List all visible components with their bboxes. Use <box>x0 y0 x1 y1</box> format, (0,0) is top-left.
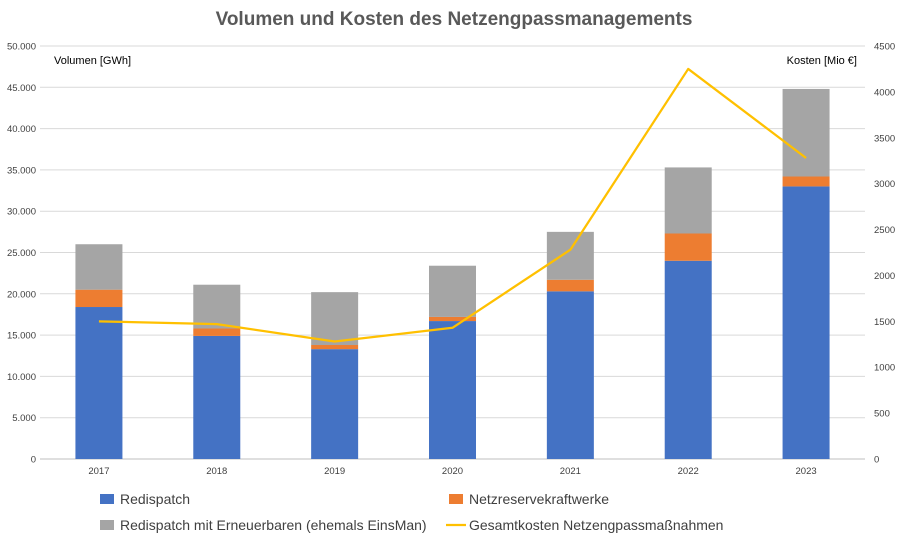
bar-segment <box>547 232 594 280</box>
y-left-tick-label: 20.000 <box>7 289 36 300</box>
y-left-tick-label: 50.000 <box>7 42 36 53</box>
x-tick-label: 2018 <box>206 466 227 477</box>
bar-segment <box>75 244 122 289</box>
y-right-tick-label: 3000 <box>874 179 895 190</box>
y-right-tick-label: 1000 <box>874 363 895 374</box>
y-right-tick-label: 1500 <box>874 317 895 328</box>
legend-label: Redispatch mit Erneuerbaren (ehemals Ein… <box>120 517 427 533</box>
bar-segment <box>783 186 830 459</box>
x-tick-label: 2019 <box>324 466 345 477</box>
y-right-axis-label: Kosten [Mio €] <box>787 55 857 67</box>
legend-swatch <box>100 494 114 504</box>
bar-segment <box>665 167 712 233</box>
legend-label: Redispatch <box>120 491 190 507</box>
legend-swatch <box>449 494 463 504</box>
y-left-tick-label: 5.000 <box>12 413 36 424</box>
y-left-tick-label: 10.000 <box>7 372 36 383</box>
y-right-tick-label: 4000 <box>874 87 895 98</box>
y-left-ticks: 0 5.000 10.000 15.000 20.000 25.000 30.000 35.0… <box>7 42 36 466</box>
bar-segment <box>547 291 594 459</box>
bar-segment <box>429 321 476 459</box>
bar-segment <box>783 89 830 177</box>
y-left-tick-label: 40.000 <box>7 124 36 135</box>
y-right-tick-label: 2000 <box>874 271 895 282</box>
x-tick-label: 2020 <box>442 466 463 477</box>
bar-segment <box>429 266 476 317</box>
x-tick-label: 2021 <box>560 466 581 477</box>
bar-segment <box>311 345 358 349</box>
bar-segment <box>665 234 712 261</box>
bar-segment <box>665 261 712 459</box>
bar-segment <box>75 307 122 459</box>
bars <box>75 89 829 459</box>
legend: Redispatch Netzreservekraftwerke Redispatc… <box>100 491 723 533</box>
legend-label: Gesamtkosten Netzengpassmaßnahmen <box>469 517 723 533</box>
y-right-tick-label: 2500 <box>874 225 895 236</box>
bar-segment <box>783 177 830 187</box>
y-right-tick-label: 3500 <box>874 133 895 144</box>
y-right-tick-label: 0 <box>874 455 879 466</box>
bar-segment <box>75 290 122 307</box>
x-tick-label: 2017 <box>88 466 109 477</box>
bar-segment <box>193 328 240 335</box>
y-left-tick-label: 45.000 <box>7 83 36 94</box>
y-left-tick-label: 15.000 <box>7 331 36 342</box>
x-axis-ticks: 2017 2018 2019 2020 2021 2022 2023 <box>88 466 816 477</box>
bar-segment <box>547 280 594 292</box>
bar-segment <box>193 285 240 329</box>
y-left-axis-label: Volumen [GWh] <box>54 55 131 67</box>
y-left-tick-label: 35.000 <box>7 165 36 176</box>
y-right-tick-label: 500 <box>874 409 890 420</box>
legend-label: Netzreservekraftwerke <box>469 491 609 507</box>
y-right-tick-label: 4500 <box>874 42 895 53</box>
y-left-tick-label: 0 <box>31 455 36 466</box>
x-tick-label: 2023 <box>796 466 817 477</box>
bar-segment <box>311 349 358 459</box>
x-tick-label: 2022 <box>678 466 699 477</box>
y-left-tick-label: 30.000 <box>7 207 36 218</box>
y-right-ticks: 0 500 1000 1500 2000 2500 3000 3500 4000 4500 <box>874 42 895 466</box>
legend-swatch <box>100 520 114 530</box>
bar-segment <box>311 292 358 345</box>
bar-segment <box>193 336 240 459</box>
chart-title: Volumen und Kosten des Netzengpassmanage… <box>216 9 693 30</box>
y-left-tick-label: 25.000 <box>7 248 36 259</box>
